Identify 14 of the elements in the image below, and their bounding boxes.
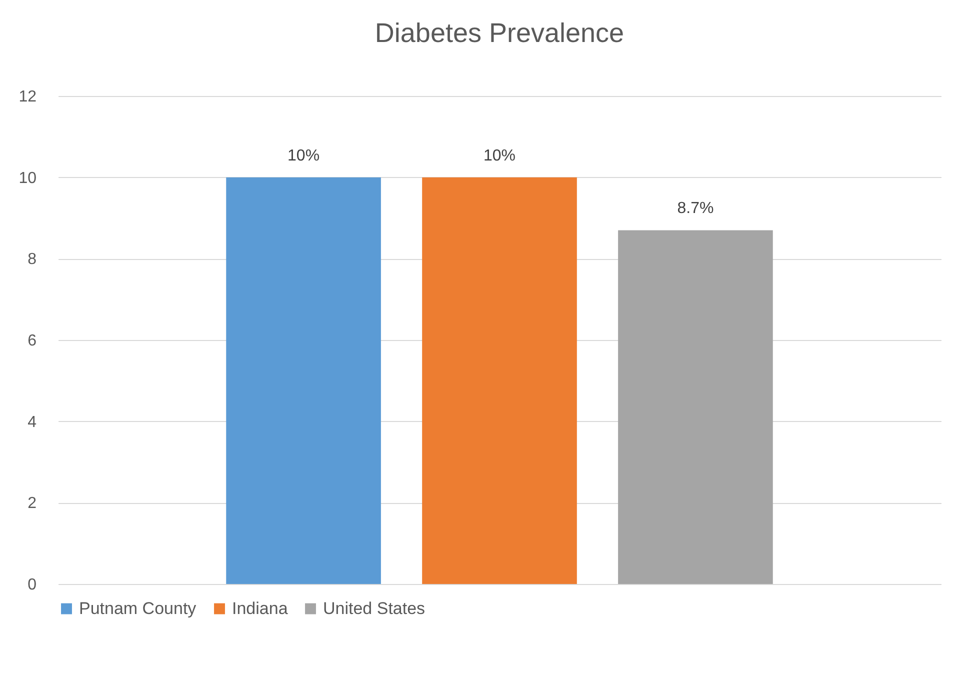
legend-label: United States (323, 598, 426, 618)
data-label: 10% (288, 147, 320, 164)
chart-title: Diabetes Prevalence (374, 18, 624, 48)
y-tick-label: 4 (28, 414, 37, 431)
data-label: 10% (483, 147, 516, 164)
y-tick-label: 2 (28, 495, 37, 512)
y-tick-label: 0 (28, 576, 37, 594)
y-tick-label: 10 (18, 170, 37, 187)
y-tick-label: 12 (18, 88, 37, 106)
legend-label: Putnam County (79, 598, 197, 618)
legend-label: Indiana (232, 598, 288, 618)
y-tick-label: 8 (28, 251, 37, 268)
data-label: 8.7% (677, 200, 714, 218)
y-tick-label: 6 (28, 332, 37, 350)
